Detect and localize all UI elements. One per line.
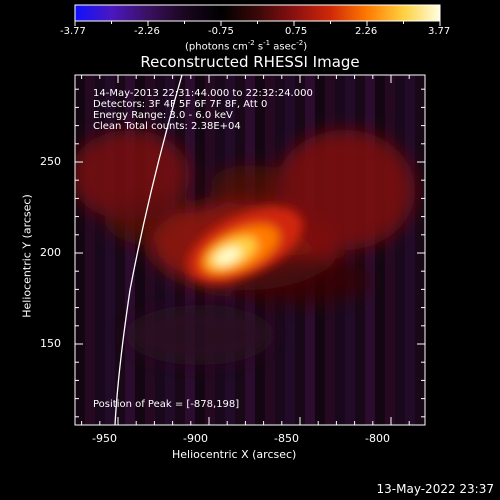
colorbar-tick-label: 0.75 [285, 26, 308, 37]
solar-limb [114, 75, 183, 425]
image-title: Reconstructed RHESSI Image [140, 53, 360, 71]
colorbar [74, 4, 441, 22]
y-tick-label: 150 [40, 337, 61, 350]
y-tick-label: 250 [40, 155, 61, 168]
colorbar-ticks [74, 21, 441, 26]
x-tick-label: -800 [365, 432, 390, 445]
y-tick-label: 200 [40, 246, 61, 259]
x-tick-label: -900 [183, 432, 208, 445]
generated-timestamp: 13-May-2022 23:37 [376, 482, 494, 496]
colorbar-tick-label: 2.26 [355, 26, 378, 37]
y-axis-label: Heliocentric Y (arcsec) [20, 194, 34, 318]
x-axis-label: Heliocentric X (arcsec) [172, 448, 297, 461]
info-clean-counts: Clean Total counts: 2.38E+04 [93, 121, 241, 132]
colorbar-units: (photons cm-2 s-1 asec-2) [185, 39, 308, 53]
x-tick-label: -850 [274, 432, 299, 445]
colorbar-tick-label: -2.26 [134, 26, 160, 37]
colorbar-tick-label: -3.77 [60, 26, 86, 37]
axis-ticks [75, 75, 425, 425]
rhessi-image [75, 75, 425, 425]
info-detectors: Detectors: 3F 4F 5F 6F 7F 8F, Att 0 [93, 99, 268, 110]
peak-position: Position of Peak = [-878,198] [93, 399, 240, 410]
info-energy-range: Energy Range: 3.0 - 6.0 keV [93, 110, 233, 121]
colorbar-tick-label: 3.77 [428, 26, 451, 37]
info-time-range: 14-May-2013 22:31:44.000 to 22:32:24.000 [93, 88, 313, 99]
x-tick-label: -950 [92, 432, 117, 445]
plot-frame [74, 74, 426, 426]
colorbar-tick-label: -0.75 [208, 26, 234, 37]
